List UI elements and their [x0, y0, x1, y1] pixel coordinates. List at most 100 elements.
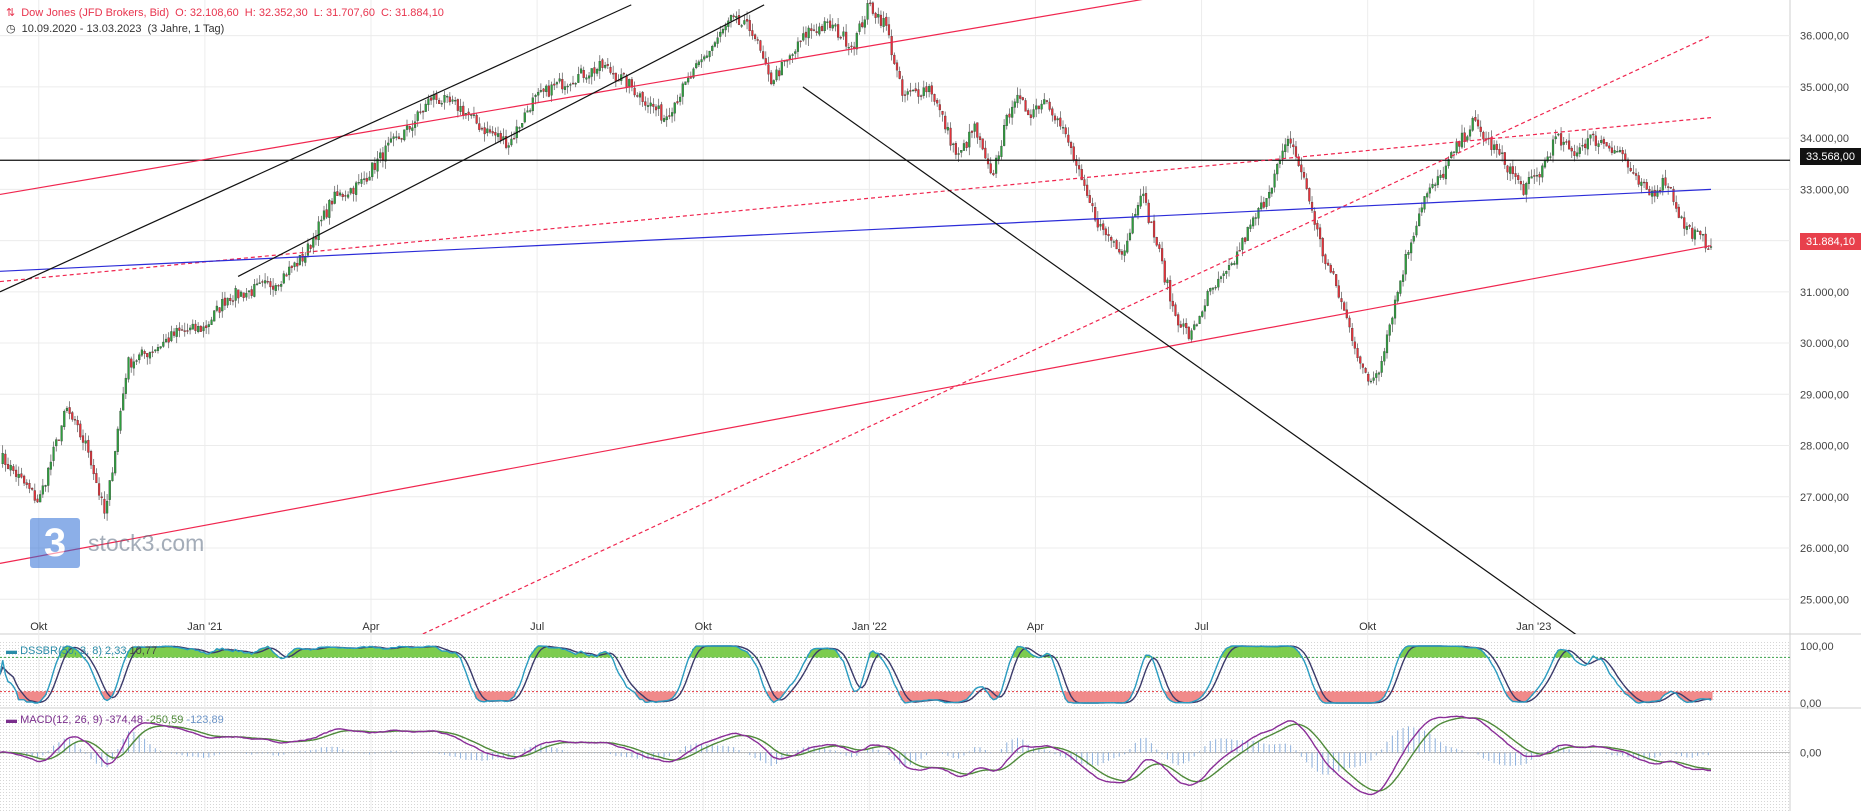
- candle: [1672, 188, 1675, 202]
- candle: [483, 127, 486, 135]
- candle: [448, 96, 451, 103]
- candle: [901, 79, 904, 96]
- candle: [1450, 152, 1453, 159]
- candle: [719, 31, 722, 37]
- candle: [288, 266, 291, 276]
- candle: [33, 490, 36, 501]
- candle: [1313, 211, 1316, 225]
- candle: [405, 125, 409, 130]
- x-tick-label: Okt: [695, 621, 712, 633]
- candle: [1040, 103, 1043, 110]
- x-tick-label: Okt: [1359, 621, 1376, 633]
- candle: [1310, 201, 1314, 211]
- macd-handle-icon[interactable]: ▬: [6, 714, 17, 726]
- candle: [223, 297, 227, 306]
- candle: [1244, 237, 1247, 242]
- candle: [379, 152, 382, 159]
- candle: [1292, 144, 1295, 148]
- candle: [341, 194, 344, 198]
- candle: [978, 136, 982, 140]
- candle: [49, 461, 52, 470]
- macd-value-3: -123,89: [186, 714, 224, 726]
- candle: [850, 45, 853, 48]
- candle: [748, 20, 751, 32]
- candle: [788, 55, 791, 60]
- candle: [14, 469, 18, 477]
- candle: [1019, 95, 1022, 99]
- candle: [1592, 133, 1595, 136]
- candle: [41, 485, 44, 495]
- candle: [855, 33, 858, 50]
- candle: [1011, 106, 1014, 118]
- candle: [349, 188, 352, 194]
- candle: [1166, 279, 1169, 284]
- candle: [831, 24, 834, 29]
- candle: [68, 407, 71, 414]
- candle: [1209, 288, 1212, 292]
- candle: [1517, 175, 1520, 180]
- candle: [127, 357, 130, 380]
- candle: [762, 51, 765, 59]
- candle: [130, 358, 133, 368]
- candle: [1281, 150, 1284, 160]
- candle: [657, 105, 660, 109]
- candle: [1096, 218, 1099, 228]
- candle: [1691, 227, 1694, 239]
- x-tick-label: Okt: [30, 621, 47, 633]
- candle: [1332, 271, 1335, 274]
- dssbr-legend: ▬ DSSBR(50, 3, 8) 2,33 10,77: [6, 645, 157, 657]
- candle: [526, 110, 529, 113]
- candle: [210, 319, 213, 325]
- candle: [146, 353, 149, 358]
- candle: [697, 61, 700, 66]
- candle: [646, 105, 650, 107]
- candle: [1107, 234, 1110, 237]
- candle: [689, 77, 692, 79]
- candle: [1174, 304, 1177, 316]
- candle: [1061, 127, 1065, 129]
- candle: [1396, 292, 1399, 302]
- candle: [566, 85, 569, 88]
- candle: [76, 420, 79, 426]
- candle: [325, 209, 328, 218]
- candle: [1246, 227, 1249, 241]
- candle: [887, 24, 891, 36]
- y-tick-label: 29.000,00: [1800, 389, 1849, 401]
- candle: [97, 483, 101, 496]
- candle: [705, 55, 708, 58]
- macd-label[interactable]: MACD(12, 26, 9): [20, 714, 103, 726]
- candle: [1645, 182, 1648, 190]
- dssbr-handle-icon[interactable]: ▬: [6, 645, 17, 657]
- candle: [1460, 132, 1464, 148]
- candle: [1024, 100, 1027, 112]
- candle: [1069, 142, 1073, 149]
- candle: [1230, 263, 1233, 266]
- candle: [1541, 165, 1544, 178]
- candle: [1260, 202, 1263, 210]
- candle: [1308, 188, 1311, 202]
- candle: [1439, 174, 1442, 178]
- candle: [218, 307, 221, 313]
- candle: [794, 51, 797, 54]
- candle: [1696, 230, 1699, 232]
- candle: [1302, 172, 1306, 178]
- instrument-icon: ⇅: [6, 7, 16, 19]
- candle: [986, 158, 990, 165]
- candle: [957, 153, 960, 155]
- candle: [488, 129, 492, 133]
- candle: [1602, 138, 1605, 144]
- candle: [909, 90, 912, 92]
- candle: [186, 330, 189, 332]
- candle: [1656, 190, 1659, 197]
- candle: [1037, 105, 1041, 110]
- macd-y-tick-label: 0,00: [1800, 748, 1821, 760]
- candle: [1300, 164, 1303, 173]
- candle: [537, 91, 540, 96]
- candle: [119, 410, 122, 431]
- candle: [649, 102, 652, 107]
- candle: [911, 89, 915, 92]
- trendline-black-solid: [0, 4, 632, 293]
- dssbr-label[interactable]: DSSBR(50, 3, 8): [20, 645, 102, 657]
- candle: [1161, 248, 1164, 262]
